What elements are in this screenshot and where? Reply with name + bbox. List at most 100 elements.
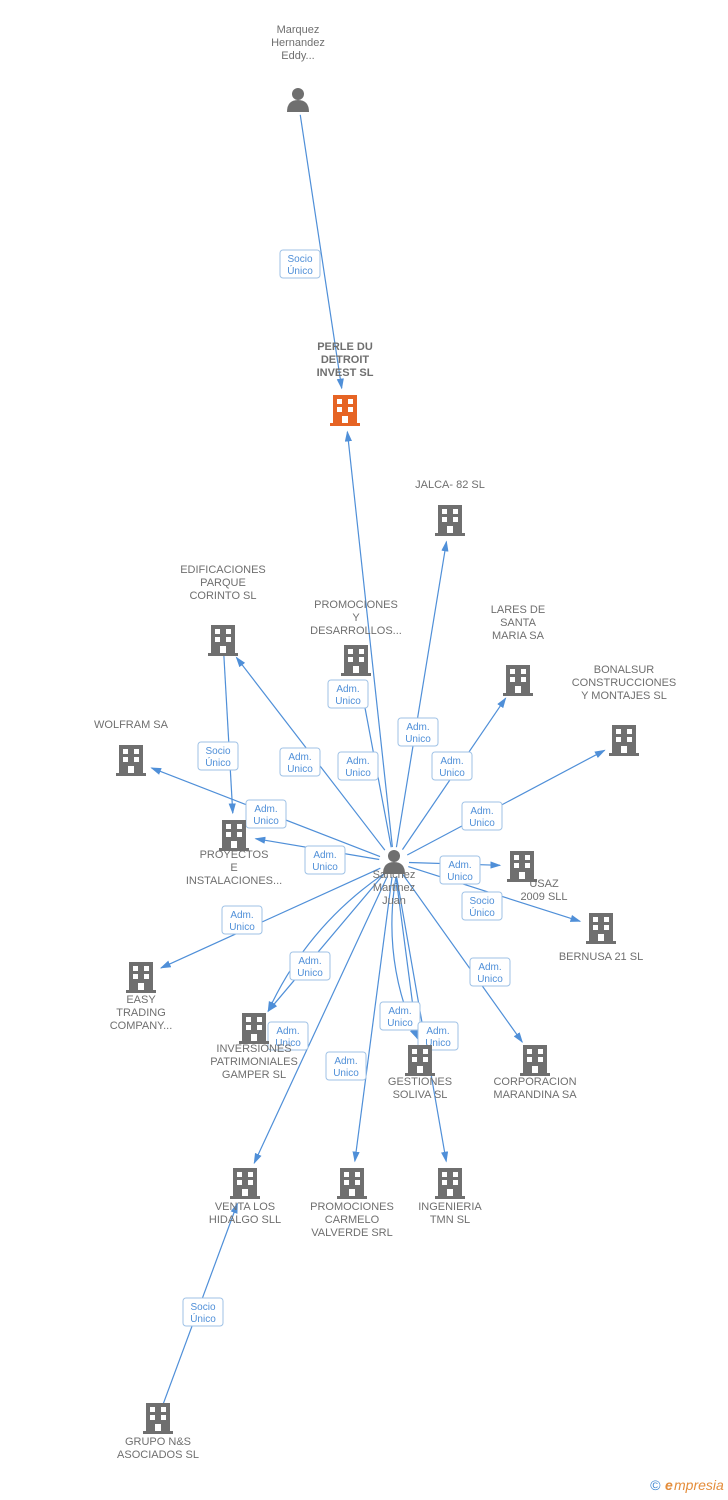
edge-label: Socio [287,254,312,265]
node-label: PERLE DU [317,341,373,353]
node-label: PROMOCIONES [314,599,398,611]
node-label: PROMOCIONES [310,1201,394,1213]
node-label: GAMPER SL [222,1069,286,1081]
edge-sanchez-venta[interactable] [254,876,387,1163]
edge-label: Unico [229,922,255,933]
node-label: PROYECTOS [200,849,269,861]
node-gamper[interactable] [239,1013,269,1044]
edge-label: Adm. [313,850,336,861]
node-label: E [230,862,237,874]
node-label: ASOCIADOS SL [117,1449,199,1461]
svg-text:e: e [665,1477,673,1493]
node-label: HIDALGO SLL [209,1214,281,1226]
node-carmelo[interactable] [337,1168,367,1199]
node-label: MARIA SA [492,630,545,642]
node-edif[interactable] [208,625,238,656]
node-label: Juan [382,895,406,907]
node-proyectos[interactable] [219,820,249,851]
node-venta[interactable] [230,1168,260,1199]
edge-label: Adm. [470,806,493,817]
node-jalca[interactable] [435,505,465,536]
node-label: VENTA LOS [215,1201,275,1213]
node-bernusa[interactable] [586,913,616,944]
building-icon [239,1013,269,1044]
node-label: Hernandez [271,37,325,49]
building-icon [116,745,146,776]
node-label: Eddy... [281,50,314,62]
edge-label: Adm. [298,956,321,967]
edge-label: Unico [469,818,495,829]
node-label: VALVERDE SRL [311,1227,393,1239]
node-label: 2009 SLL [520,891,567,903]
node-wolfram[interactable] [116,745,146,776]
building-icon [219,820,249,851]
edge-label: Unico [335,696,361,707]
node-label: CONSTRUCCIONES [572,677,677,689]
building-icon [609,725,639,756]
edge-edif-proyectos[interactable] [224,655,233,813]
node-label: INVERSIONES [216,1043,291,1055]
node-label: USAZ [529,878,559,890]
node-label: WOLFRAM SA [94,719,169,731]
node-perle[interactable] [330,395,360,426]
edge-label: Socio [469,896,494,907]
node-label: BERNUSA 21 SL [559,951,643,963]
edge-label: Unico [477,974,503,985]
edge-label: Adm. [406,722,429,733]
node-label: CARMELO [325,1214,380,1226]
node-easy[interactable] [126,962,156,993]
node-corp[interactable] [520,1045,550,1076]
edge-label: Único [205,756,231,769]
edge-sanchez-perle[interactable] [347,432,392,847]
building-icon [330,395,360,426]
node-lares[interactable] [503,665,533,696]
edge-label: Único [469,906,495,919]
edge-label: Adm. [288,752,311,763]
building-icon [435,505,465,536]
node-label: GRUPO N&S [125,1436,191,1448]
edge-sanchez-jalca[interactable] [396,542,446,847]
svg-text:mpresia: mpresia [674,1477,724,1493]
edge-label: Único [190,1312,216,1325]
edge-sanchez-gamper[interactable] [268,873,384,1011]
edge-label: Adm. [346,756,369,767]
building-icon [230,1168,260,1199]
building-icon [586,913,616,944]
edge-label: Socio [190,1302,215,1313]
edge-label: Adm. [440,756,463,767]
node-label: BONALSUR [594,664,655,676]
node-promdes[interactable] [341,645,371,676]
edge-label: Socio [205,746,230,757]
node-label: CORPORACION [493,1076,576,1088]
person-icon [287,88,309,112]
node-label: PATRIMONIALES [210,1056,298,1068]
node-grupo[interactable] [143,1403,173,1434]
node-label: EASY [126,994,156,1006]
edge-label: Unico [387,1018,413,1029]
node-label: MARANDINA SA [493,1089,577,1101]
node-bonalsur[interactable] [609,725,639,756]
building-icon [208,625,238,656]
node-label: Marquez [277,24,320,36]
node-label: TRADING [116,1007,166,1019]
edge-label: Adm. [478,962,501,973]
edge-label: Adm. [334,1056,357,1067]
edge-label: Unico [405,734,431,745]
building-icon [126,962,156,993]
building-icon [435,1168,465,1199]
node-label: CORINTO SL [189,590,256,602]
node-marquez[interactable] [287,88,309,112]
node-label: Martinez [373,882,415,894]
building-icon [143,1403,173,1434]
node-label: INVEST SL [317,367,374,379]
node-gest[interactable] [405,1045,435,1076]
node-label: DETROIT [321,354,370,366]
node-ing[interactable] [435,1168,465,1199]
node-label: TMN SL [430,1214,470,1226]
node-label: Sanchez [373,869,416,881]
edge-label: Adm. [448,860,471,871]
edge-label: Unico [253,816,279,827]
edge-label: Adm. [336,684,359,695]
building-icon [405,1045,435,1076]
edge-label: Unico [287,764,313,775]
